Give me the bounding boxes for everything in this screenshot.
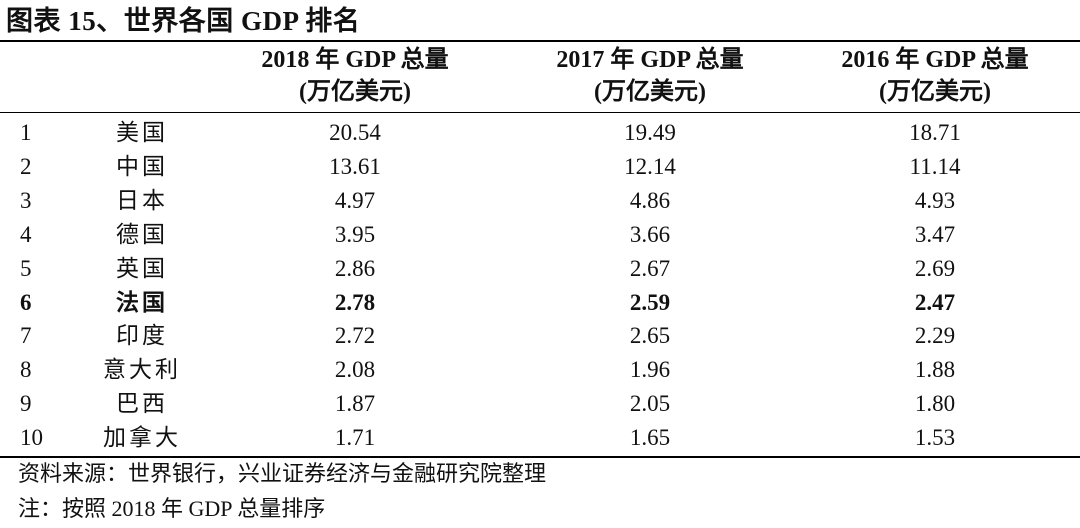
gdp-2018-cell: 20.54 — [329, 120, 381, 145]
source-note: 资料来源：世界银行，兴业证券经济与金融研究院整理 — [18, 461, 547, 486]
rank-cell: 7 — [20, 323, 32, 349]
table-row: 9 巴西 1.87 2.05 1.80 — [0, 387, 1080, 421]
table-row: 4 德国 3.95 3.66 3.47 — [0, 218, 1080, 252]
country-cell: 英国 — [116, 255, 168, 281]
rank-cell: 4 — [20, 221, 32, 247]
table-row: 1 美国 20.54 19.49 18.71 — [0, 116, 1080, 150]
header-2017: 2017 年 GDP 总量 (万亿美元) — [505, 44, 795, 108]
gdp-2016-cell: 18.71 — [909, 120, 961, 145]
header-2016-line2: (万亿美元) — [879, 79, 991, 105]
header-2018-line2: (万亿美元) — [299, 79, 411, 105]
gdp-2017-cell: 2.59 — [629, 289, 671, 315]
gdp-2018-cell: 4.97 — [334, 187, 376, 213]
table-row: 6 法国 2.78 2.59 2.47 — [0, 286, 1080, 320]
gdp-2018-cell: 2.72 — [334, 323, 376, 349]
rank-cell: 10 — [20, 425, 43, 451]
rank-cell: 2 — [20, 153, 32, 179]
rank-cell: 3 — [20, 187, 32, 213]
gdp-2018-cell: 2.86 — [334, 255, 376, 281]
gdp-2016-cell: 11.14 — [909, 153, 961, 179]
rank-cell: 5 — [20, 255, 32, 281]
header-2018-line1: 2018 年 GDP 总量 — [261, 47, 449, 73]
gdp-2016-cell: 2.29 — [914, 323, 956, 349]
gdp-2016-cell: 4.93 — [914, 187, 956, 213]
table-row: 5 英国 2.86 2.67 2.69 — [0, 252, 1080, 286]
gdp-2017-cell: 2.05 — [629, 391, 671, 417]
gdp-2018-cell: 1.87 — [334, 391, 376, 417]
country-cell: 德国 — [116, 221, 168, 247]
sort-note: 注：按照 2018 年 GDP 总量排序 — [18, 496, 326, 521]
gdp-2017-cell: 19.49 — [624, 120, 676, 145]
gdp-2017-cell: 2.65 — [629, 323, 671, 349]
table-row: 10 加拿大 1.71 1.65 1.53 — [0, 421, 1080, 455]
gdp-2018-cell: 1.71 — [334, 425, 376, 451]
rank-cell: 1 — [20, 120, 32, 145]
gdp-2016-cell: 1.53 — [914, 425, 956, 451]
country-cell: 意大利 — [103, 357, 181, 383]
gdp-2018-cell: 13.61 — [329, 153, 381, 179]
gdp-2017-cell: 3.66 — [629, 221, 671, 247]
rank-cell: 9 — [20, 391, 32, 417]
gdp-2017-cell: 4.86 — [629, 187, 671, 213]
table-row: 8 意大利 2.08 1.96 1.88 — [0, 353, 1080, 387]
gdp-2016-cell: 2.69 — [914, 255, 956, 281]
gdp-2017-cell: 2.67 — [629, 255, 671, 281]
country-cell: 加拿大 — [103, 425, 181, 451]
header-2017-line2: (万亿美元) — [594, 79, 706, 105]
header-2018: 2018 年 GDP 总量 (万亿美元) — [210, 44, 500, 108]
gdp-2017-cell: 1.96 — [629, 357, 671, 383]
table-row: 2 中国 13.61 12.14 11.14 — [0, 150, 1080, 184]
bottom-rule — [0, 456, 1080, 458]
gdp-2016-cell: 3.47 — [914, 221, 956, 247]
header-2016: 2016 年 GDP 总量 (万亿美元) — [790, 44, 1080, 108]
country-cell: 日本 — [116, 187, 168, 213]
gdp-2018-cell: 2.08 — [334, 357, 376, 383]
country-cell: 巴西 — [116, 391, 168, 417]
country-cell: 法国 — [116, 289, 168, 315]
header-rule — [0, 112, 1080, 113]
table-row: 3 日本 4.97 4.86 4.93 — [0, 184, 1080, 218]
gdp-2017-cell: 12.14 — [624, 153, 676, 179]
gdp-2016-cell: 1.80 — [914, 391, 956, 417]
gdp-2018-cell: 2.78 — [334, 289, 376, 315]
gdp-2018-cell: 3.95 — [334, 221, 376, 247]
table-title: 图表 15、世界各国 GDP 排名 — [6, 6, 361, 36]
country-cell: 印度 — [116, 323, 168, 349]
rank-cell: 8 — [20, 357, 32, 383]
header-2016-line1: 2016 年 GDP 总量 — [841, 47, 1029, 73]
country-cell: 中国 — [116, 153, 168, 179]
gdp-2017-cell: 1.65 — [629, 425, 671, 451]
country-cell: 美国 — [116, 120, 168, 145]
table-row: 7 印度 2.72 2.65 2.29 — [0, 319, 1080, 353]
rank-cell: 6 — [20, 289, 32, 315]
gdp-2016-cell: 2.47 — [914, 289, 956, 315]
gdp-2016-cell: 1.88 — [914, 357, 956, 383]
top-rule — [0, 40, 1080, 42]
header-2017-line1: 2017 年 GDP 总量 — [556, 47, 744, 73]
